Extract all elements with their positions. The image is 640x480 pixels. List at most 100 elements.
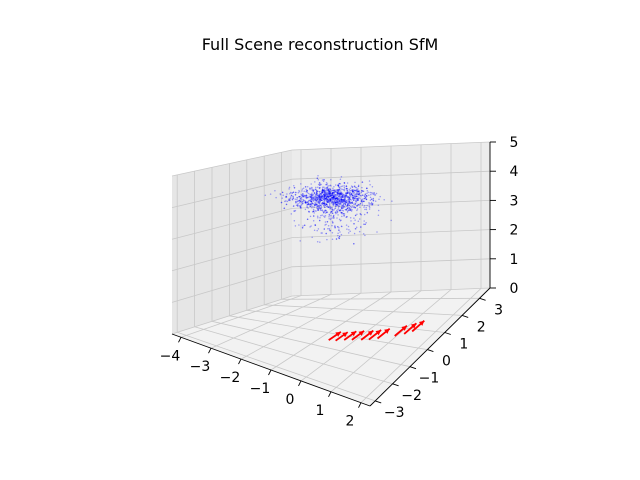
cloud-point (334, 193, 337, 196)
cloud-point (315, 191, 318, 193)
cloud-point (353, 192, 356, 194)
cloud-point (364, 193, 367, 195)
cloud-point (321, 189, 324, 192)
cloud-point (345, 201, 348, 204)
cloud-point (345, 208, 348, 211)
cloud-point (338, 191, 340, 194)
cloud-point (314, 198, 317, 201)
cloud-point (319, 195, 322, 197)
cloud-point (298, 200, 301, 202)
cloud-point (317, 202, 320, 204)
cloud-point (294, 200, 297, 203)
cloud-point (310, 200, 312, 203)
cloud-point (329, 194, 332, 197)
cloud-point (338, 235, 341, 238)
cloud-point (333, 192, 335, 195)
cloud-point (325, 197, 327, 200)
cloud-point (325, 182, 328, 184)
cloud-point (331, 208, 333, 210)
cloud-point (307, 207, 309, 209)
cloud-point (335, 198, 337, 200)
cloud-point (340, 193, 343, 196)
cloud-point (316, 199, 319, 202)
cloud-point (365, 221, 367, 224)
cloud-point (338, 193, 340, 196)
grid-line (210, 294, 332, 349)
cloud-point (320, 197, 322, 200)
cloud-point (292, 197, 295, 200)
cloud-point (333, 199, 336, 202)
cloud-point (340, 192, 343, 194)
cloud-point (332, 201, 335, 204)
cloud-point (320, 193, 322, 195)
cloud-point (319, 186, 321, 189)
cloud-point (328, 192, 330, 194)
cloud-point (323, 192, 326, 194)
cloud-point (314, 223, 316, 226)
cloud-point (304, 186, 307, 188)
cloud-point (342, 203, 345, 205)
cloud-point (295, 204, 298, 207)
cloud-point (362, 194, 364, 197)
cloud-point (323, 202, 325, 205)
cloud-point (365, 194, 368, 197)
cloud-point (353, 195, 356, 198)
cloud-point (285, 195, 287, 198)
grid-line (171, 178, 293, 208)
cloud-point (347, 202, 350, 205)
cloud-point (372, 197, 375, 200)
cloud-point (305, 195, 307, 198)
cloud-point (321, 214, 323, 216)
cloud-point (310, 194, 313, 196)
cloud-point (325, 209, 327, 212)
cloud-point (338, 218, 341, 221)
cloud-point (390, 219, 392, 222)
cloud-point (324, 206, 326, 209)
y-tick-label: −3 (384, 405, 405, 421)
cloud-point (359, 194, 362, 197)
cloud-point (340, 199, 342, 202)
cloud-point (306, 196, 308, 199)
cloud-point (281, 191, 284, 194)
cloud-point (334, 197, 336, 200)
cloud-point (312, 210, 315, 212)
cloud-point (318, 190, 321, 193)
cloud-point (306, 189, 308, 192)
cloud-point (314, 201, 316, 203)
cloud-point (354, 193, 356, 196)
cloud-point (304, 201, 307, 203)
cloud-point (304, 201, 307, 203)
cloud-point (295, 201, 297, 203)
cloud-point (288, 198, 290, 200)
cloud-point (324, 197, 327, 199)
cloud-point (324, 206, 326, 209)
cloud-point (357, 190, 359, 193)
cloud-point (329, 212, 332, 214)
cloud-point (341, 193, 343, 196)
cloud-point (320, 199, 323, 202)
cloud-point (332, 194, 335, 197)
cloud-point (356, 198, 358, 200)
cloud-point (342, 196, 344, 198)
cloud-point (322, 189, 325, 192)
cloud-point (373, 194, 376, 196)
cloud-point (327, 189, 329, 192)
cloud-point (347, 210, 349, 212)
cloud-point (343, 213, 346, 215)
cloud-point (301, 190, 303, 192)
cloud-point (290, 213, 293, 215)
cloud-point (329, 198, 331, 200)
cloud-point (320, 193, 323, 195)
cloud-point (351, 205, 354, 207)
cloud-point (327, 189, 330, 191)
cloud-point (292, 205, 295, 207)
cloud-point (306, 206, 308, 208)
cloud-point (355, 192, 357, 195)
cloud-point (319, 199, 321, 202)
cloud-point (351, 198, 354, 200)
cloud-point (339, 200, 341, 203)
cloud-point (353, 197, 355, 200)
cloud-point (345, 208, 348, 211)
cloud-point (349, 230, 351, 233)
cloud-point (334, 197, 336, 200)
